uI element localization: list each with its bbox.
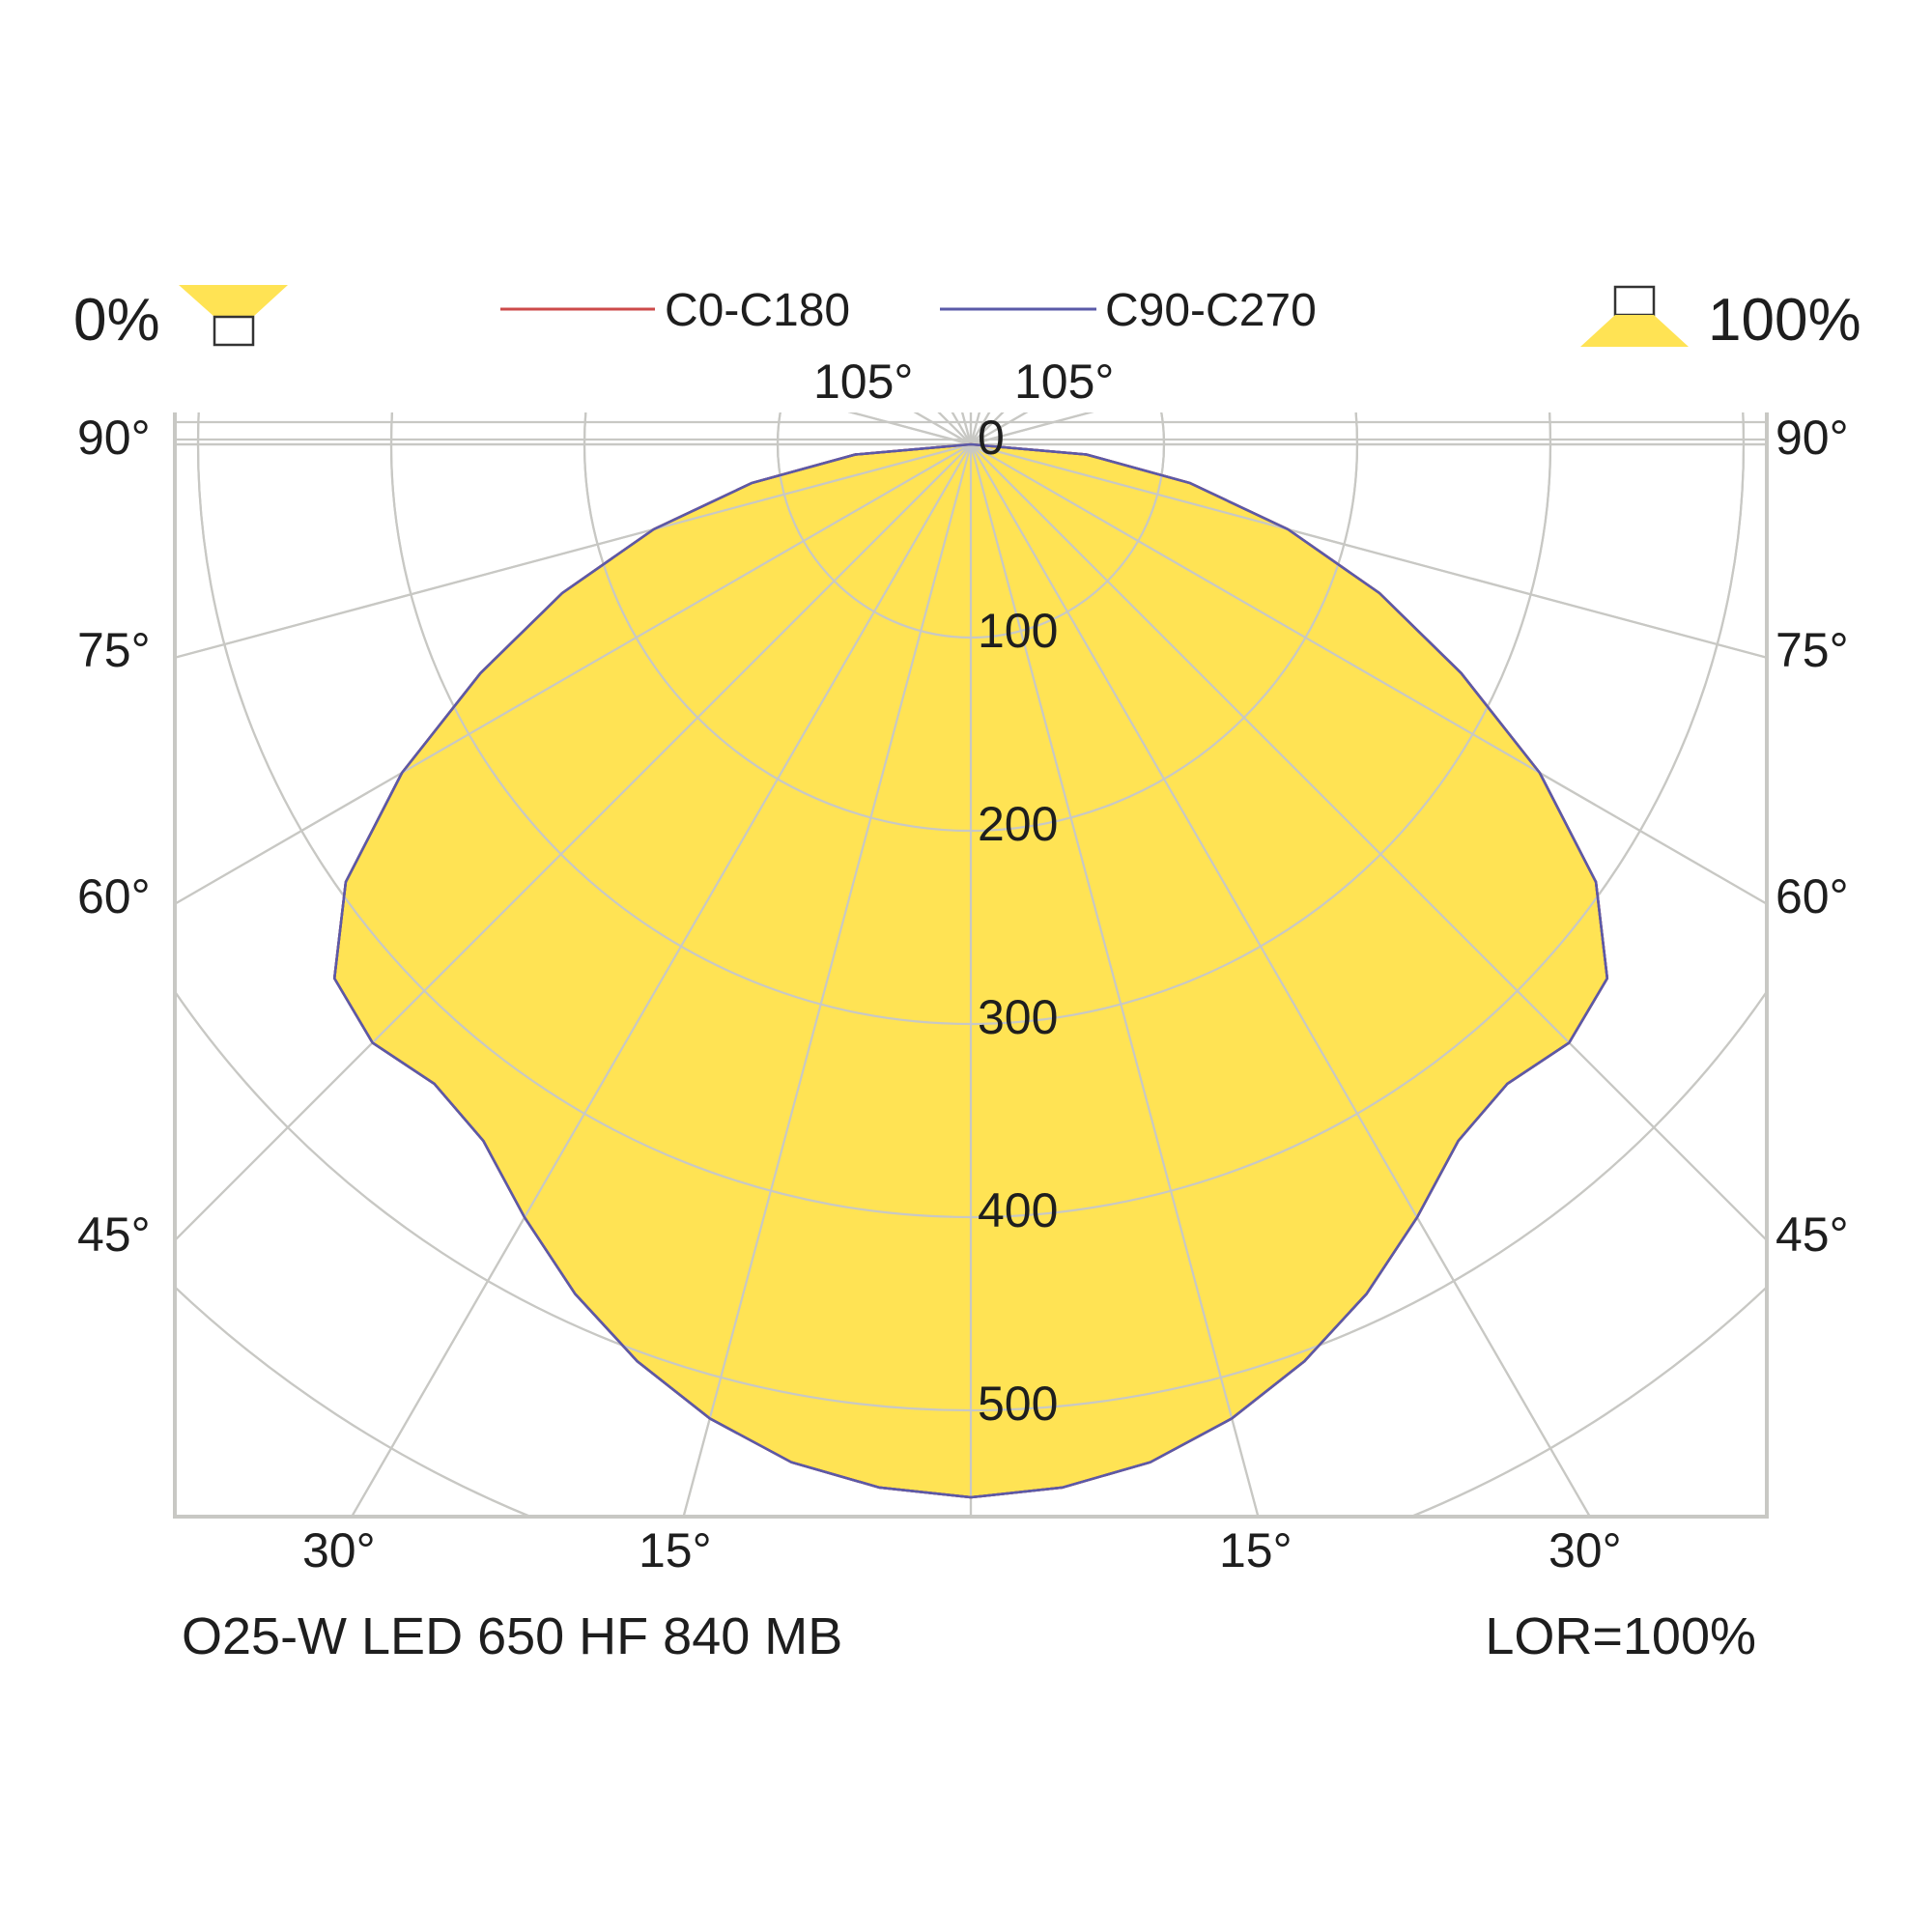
angle-label-left-45: 45° — [77, 1208, 151, 1262]
legend-label-c0-c180: C0-C180 — [665, 285, 850, 336]
downward-light-icon — [1580, 285, 1689, 347]
intensity-curve-outlines — [332, 442, 1609, 1499]
angle-label-left-90: 90° — [77, 411, 151, 465]
angle-labels: 90° 75° 60° 45° 90° 75° 60° 45° 30° 15° … — [77, 355, 1849, 1577]
radial-label-500: 500 — [978, 1377, 1058, 1431]
angle-label-left-75: 75° — [77, 623, 151, 677]
chart-footer: O25-W LED 650 HF 840 MB LOR=100% — [182, 1607, 1756, 1665]
grid-spoke-left-165-overlay — [961, 412, 973, 445]
grid-spoke-right-135-overlay — [970, 412, 1005, 445]
angle-label-right-45: 45° — [1776, 1208, 1849, 1262]
angle-label-bottom-right-30: 30° — [1548, 1523, 1622, 1577]
luminaire-name: O25-W LED 650 HF 840 MB — [182, 1607, 842, 1665]
upward-flux-label: 0% — [73, 287, 160, 354]
grid-spoke-right-30-overlay — [970, 443, 1592, 1517]
grid-spoke-left-45-overlay — [175, 443, 972, 1242]
angle-label-right-75: 75° — [1776, 623, 1849, 677]
grid-spoke-left-15-overlay — [682, 443, 973, 1517]
legend: C0-C180 C90-C270 — [500, 285, 1317, 336]
grid-spoke-left-60-overlay — [175, 443, 972, 906]
angle-label-left-60: 60° — [77, 869, 151, 923]
curve-c90-c270-outline — [332, 442, 1609, 1499]
grid-spoke-right-60-overlay — [970, 443, 1767, 906]
grid-spoke-right-135 — [970, 412, 1005, 445]
upward-light-icon — [179, 285, 288, 347]
grid-spoke-right-120-overlay — [970, 412, 1029, 445]
lor-value: LOR=100% — [1485, 1607, 1756, 1665]
grid-spoke-left-75-overlay — [175, 442, 972, 659]
radial-label-0: 0 — [978, 411, 1005, 465]
grid-spoke-right-75-overlay — [970, 442, 1767, 659]
legend-label-c90-c270: C90-C270 — [1105, 285, 1317, 336]
angle-label-bottom-left-30: 30° — [302, 1523, 376, 1577]
flux-indicators: 0% 100% — [73, 285, 1861, 354]
grid-spoke-right-45-overlay — [970, 443, 1767, 1242]
grid-spoke-right-15-overlay — [969, 443, 1260, 1517]
angle-label-right-60: 60° — [1776, 869, 1849, 923]
plot-frame — [173, 412, 1769, 1519]
radial-label-200: 200 — [978, 797, 1058, 851]
angle-label-bottom-left-15: 15° — [639, 1523, 712, 1577]
grid-spoke-left-30-overlay — [350, 443, 972, 1517]
grid-spoke-right-120 — [970, 412, 1029, 445]
grid-spoke-right-105 — [970, 412, 1094, 446]
radial-value-labels: 0 100 200 300 400 500 — [978, 411, 1058, 1431]
angle-label-top-right-105: 105° — [1014, 355, 1114, 409]
grid-spoke-right-105-overlay — [970, 412, 1094, 446]
radial-label-100: 100 — [978, 604, 1058, 658]
radial-label-400: 400 — [978, 1183, 1058, 1237]
polar-grid-overlay — [175, 412, 1767, 1517]
angle-label-right-90: 90° — [1776, 411, 1849, 465]
angle-label-top-left-105: 105° — [813, 355, 913, 409]
downward-flux-label: 100% — [1708, 287, 1861, 354]
grid-spoke-left-165 — [961, 412, 973, 445]
radial-label-300: 300 — [978, 990, 1058, 1044]
angle-label-bottom-right-15: 15° — [1219, 1523, 1293, 1577]
